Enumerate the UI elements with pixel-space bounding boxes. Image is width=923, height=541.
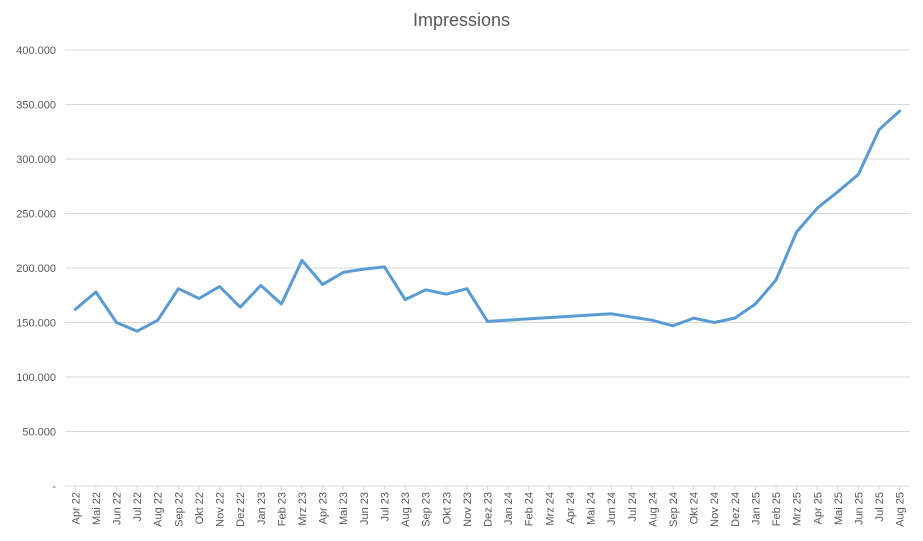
x-tick-label: Feb 24 — [524, 492, 536, 526]
y-tick-label: 250.000 — [16, 209, 56, 221]
x-tick-label: Jul 24 — [627, 492, 639, 521]
x-tick-label: Mai 23 — [338, 492, 350, 525]
x-tick-label: Feb 23 — [276, 492, 288, 526]
x-tick-label: Apr 24 — [565, 492, 577, 524]
x-tick-label: Jun 24 — [606, 492, 618, 525]
y-tick-label: 100.000 — [16, 372, 56, 384]
y-tick-label: - — [52, 481, 56, 493]
x-tick-label: Apr 25 — [812, 492, 824, 524]
x-tick-label: Apr 23 — [318, 492, 330, 524]
x-tick-label: Jul 25 — [874, 492, 886, 521]
x-tick-label: Nov 22 — [215, 492, 227, 527]
x-tick-label: Okt 24 — [689, 492, 701, 524]
x-tick-label: Jun 25 — [853, 492, 865, 525]
x-tick-label: Jun 22 — [112, 492, 124, 525]
x-tick-label: Aug 25 — [895, 492, 907, 527]
x-axis-ticks: Apr 22 Mai 22 Jun 22 Jul 22 Aug 22 Sep 22 Okt … — [70, 486, 907, 527]
y-axis-ticks: - 50.000 100.000 150.000 200.000 250.000 300.0… — [16, 45, 56, 493]
x-tick-label: Aug 22 — [153, 492, 165, 527]
chart-title: Impressions — [412, 10, 511, 30]
x-tick-label: Jan 25 — [750, 492, 762, 525]
x-tick-label: Nov 24 — [709, 492, 721, 527]
x-tick-label: Aug 24 — [647, 492, 659, 527]
x-tick-label: Dez 24 — [730, 492, 742, 527]
x-tick-label: Jul 23 — [379, 492, 391, 521]
x-tick-label: Dez 22 — [235, 492, 247, 527]
x-tick-label: Nov 23 — [462, 492, 474, 527]
x-tick-label: Jan 23 — [256, 492, 268, 525]
x-tick-label: Okt 23 — [441, 492, 453, 524]
x-tick-label: Feb 25 — [771, 492, 783, 526]
x-tick-label: Sep 23 — [421, 492, 433, 527]
x-tick-label: Mai 24 — [586, 492, 598, 525]
y-tick-label: 350.000 — [16, 100, 56, 112]
series-layer — [73, 109, 902, 333]
x-tick-label: Jan 24 — [503, 492, 515, 525]
x-tick-label: Mrz 23 — [297, 492, 309, 526]
y-tick-label: 400.000 — [16, 45, 56, 57]
x-tick-label: Jun 23 — [359, 492, 371, 525]
y-tick-label: 200.000 — [16, 263, 56, 275]
series-line — [73, 109, 902, 333]
x-tick-label: Mrz 24 — [544, 492, 556, 526]
y-tick-label: 300.000 — [16, 154, 56, 166]
y-tick-label: 50.000 — [22, 427, 56, 439]
x-tick-label: Mrz 25 — [792, 492, 804, 526]
x-tick-label: Okt 22 — [194, 492, 206, 524]
x-tick-label: Sep 24 — [668, 492, 680, 527]
gridlines — [65, 49, 910, 487]
x-tick-label: Dez 23 — [483, 492, 495, 527]
x-tick-label: Apr 22 — [70, 492, 82, 524]
x-tick-label: Mai 22 — [91, 492, 103, 525]
x-tick-label: Sep 22 — [173, 492, 185, 527]
y-tick-label: 150.000 — [16, 318, 56, 330]
x-tick-label: Jul 22 — [132, 492, 144, 521]
x-tick-label: Aug 23 — [400, 492, 412, 527]
x-tick-label: Mai 25 — [833, 492, 845, 525]
